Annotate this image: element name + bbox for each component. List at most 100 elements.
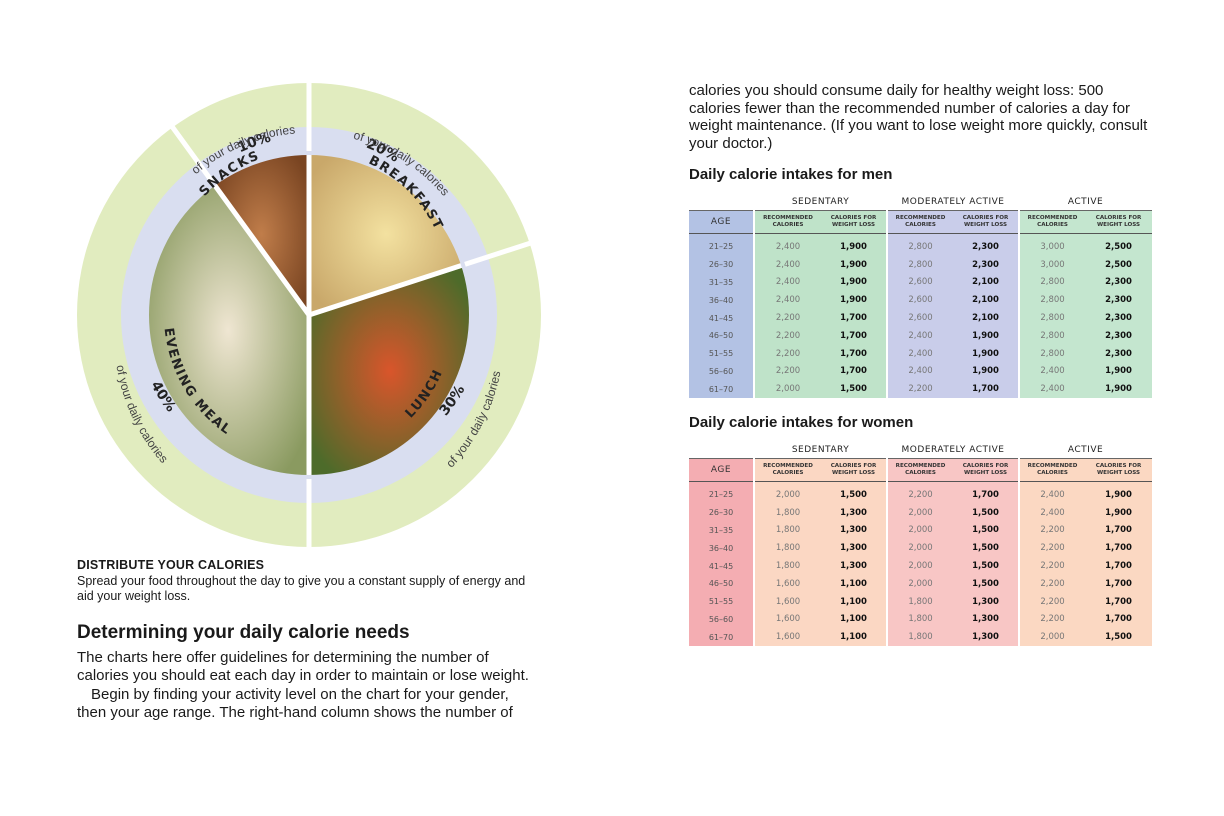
lunch-food-wedge <box>309 264 472 477</box>
rec-header: RECOMMENDED CALORIES <box>753 458 821 482</box>
age-cell: 31–35 <box>689 521 754 540</box>
continued-paragraph: calories you should consume daily for he… <box>689 82 1148 152</box>
spacer-cell <box>821 481 888 486</box>
recommended-calories-cell: 2,400 <box>1018 503 1086 522</box>
weight-loss-calories-cell: 1,500 <box>1085 628 1153 647</box>
table-row: 41–45 1,800 1,300 2,000 1,500 2,200 1,700 <box>689 557 1153 575</box>
group-header-moderately-active: MODERATELY ACTIVE <box>887 193 1020 211</box>
age-header: AGE <box>689 458 754 482</box>
recommended-calories-cell: 2,800 <box>1018 344 1086 363</box>
blank-header <box>689 441 754 459</box>
recommended-calories-cell: 2,200 <box>1018 521 1086 540</box>
loss-header: CALORIES FOR WEIGHT LOSS <box>953 458 1020 482</box>
weight-loss-calories-cell: 1,700 <box>1085 610 1153 629</box>
weight-loss-calories-cell: 1,900 <box>1085 486 1153 504</box>
weight-loss-calories-cell: 1,300 <box>821 539 888 558</box>
recommended-calories-cell: 2,800 <box>1018 291 1086 310</box>
weight-loss-calories-cell: 1,700 <box>953 380 1020 399</box>
weight-loss-calories-cell: 1,300 <box>821 503 888 522</box>
recommended-calories-cell: 2,400 <box>1018 362 1086 381</box>
recommended-calories-cell: 1,800 <box>753 503 821 522</box>
evening-meal-food-wedge <box>147 183 309 477</box>
weight-loss-calories-cell: 1,100 <box>821 574 888 593</box>
recommended-calories-cell: 1,600 <box>753 592 821 611</box>
weight-loss-calories-cell: 1,500 <box>821 486 888 504</box>
recommended-calories-cell: 2,200 <box>1018 610 1086 629</box>
recommended-calories-cell: 2,400 <box>753 238 821 256</box>
men-table-title: Daily calorie intakes for men <box>689 166 893 183</box>
weight-loss-calories-cell: 1,900 <box>953 362 1020 381</box>
weight-loss-calories-cell: 2,300 <box>1085 344 1153 363</box>
spacer-cell <box>1085 481 1153 486</box>
weight-loss-calories-cell: 1,900 <box>1085 380 1153 399</box>
spacer-cell <box>953 233 1020 238</box>
group-header-active: ACTIVE <box>1019 193 1153 211</box>
weight-loss-calories-cell: 2,100 <box>953 273 1020 292</box>
table-row: 31–35 1,800 1,300 2,000 1,500 2,200 1,700 <box>689 521 1153 540</box>
snacks-food-wedge <box>213 153 309 315</box>
table-row: 46–50 1,600 1,100 2,000 1,500 2,200 1,700 <box>689 574 1153 593</box>
weight-loss-calories-cell: 1,500 <box>953 503 1020 522</box>
recommended-calories-cell: 1,800 <box>886 610 954 629</box>
age-header: AGE <box>689 210 754 234</box>
weight-loss-calories-cell: 1,300 <box>953 592 1020 611</box>
recommended-calories-cell: 2,400 <box>753 273 821 292</box>
recommended-calories-cell: 2,800 <box>886 238 954 256</box>
caption-title: DISTRIBUTE YOUR CALORIES <box>77 558 265 572</box>
age-cell: 46–50 <box>689 326 754 345</box>
weight-loss-calories-cell: 1,700 <box>821 344 888 363</box>
age-cell: 36–40 <box>689 291 754 310</box>
spacer-cell <box>1018 233 1086 238</box>
weight-loss-calories-cell: 2,300 <box>953 255 1020 274</box>
rec-header: RECOMMENDED CALORIES <box>886 210 954 234</box>
spacer-cell <box>1018 481 1086 486</box>
age-cell: 61–70 <box>689 628 754 647</box>
weight-loss-calories-cell: 2,300 <box>953 238 1020 256</box>
plate-divider <box>165 119 312 317</box>
age-cell: 41–45 <box>689 309 754 327</box>
rec-header: RECOMMENDED CALORIES <box>1018 458 1086 482</box>
recommended-calories-cell: 2,000 <box>1018 628 1086 647</box>
weight-loss-calories-cell: 1,300 <box>953 628 1020 647</box>
weight-loss-calories-cell: 1,900 <box>1085 362 1153 381</box>
loss-header: CALORIES FOR WEIGHT LOSS <box>821 458 888 482</box>
age-cell: 31–35 <box>689 273 754 292</box>
age-cell: 41–45 <box>689 557 754 575</box>
spacer-cell <box>886 233 954 238</box>
weight-loss-calories-cell: 1,900 <box>821 238 888 256</box>
women-table-title: Daily calorie intakes for women <box>689 414 914 431</box>
table-row: 21–25 2,400 1,900 2,800 2,300 3,000 2,500 <box>689 238 1153 256</box>
recommended-calories-cell: 2,000 <box>886 574 954 593</box>
food-edge <box>145 151 473 479</box>
weight-loss-calories-cell: 1,100 <box>821 592 888 611</box>
section-heading: Determining your daily calorie needs <box>77 622 410 643</box>
spacer-cell <box>1085 233 1153 238</box>
weight-loss-calories-cell: 1,300 <box>821 557 888 575</box>
recommended-calories-cell: 1,600 <box>753 574 821 593</box>
weight-loss-calories-cell: 2,500 <box>1085 255 1153 274</box>
blank-header <box>689 193 754 211</box>
weight-loss-calories-cell: 1,700 <box>1085 521 1153 540</box>
recommended-calories-cell: 2,000 <box>886 539 954 558</box>
table-row: 61–70 2,000 1,500 2,200 1,700 2,400 1,900 <box>689 380 1153 399</box>
recommended-calories-cell: 2,400 <box>753 291 821 310</box>
recommended-calories-cell: 2,400 <box>886 344 954 363</box>
weight-loss-calories-cell: 1,700 <box>821 309 888 327</box>
meal-plate-diagram: SNACKS BREAKFAST EVENING MEAL LUNCH 10% … <box>77 80 541 550</box>
recommended-calories-cell: 2,200 <box>753 326 821 345</box>
recommended-calories-cell: 2,200 <box>1018 539 1086 558</box>
weight-loss-calories-cell: 2,300 <box>1085 273 1153 292</box>
men-calorie-table: SEDENTARY MODERATELY ACTIVE ACTIVE AGE R… <box>689 193 1153 399</box>
table-row: 56–60 1,600 1,100 1,800 1,300 2,200 1,700 <box>689 610 1153 629</box>
weight-loss-calories-cell: 1,900 <box>1085 503 1153 522</box>
recommended-calories-cell: 3,000 <box>1018 238 1086 256</box>
plate-divider <box>308 238 539 318</box>
spacer-cell <box>821 233 888 238</box>
recommended-calories-cell: 2,400 <box>1018 486 1086 504</box>
weight-loss-calories-cell: 1,300 <box>821 521 888 540</box>
loss-header: CALORIES FOR WEIGHT LOSS <box>1085 210 1153 234</box>
age-cell: 51–55 <box>689 344 754 363</box>
weight-loss-calories-cell: 1,700 <box>1085 574 1153 593</box>
weight-loss-calories-cell: 1,900 <box>821 273 888 292</box>
table-row: 21–25 2,000 1,500 2,200 1,700 2,400 1,900 <box>689 486 1153 504</box>
